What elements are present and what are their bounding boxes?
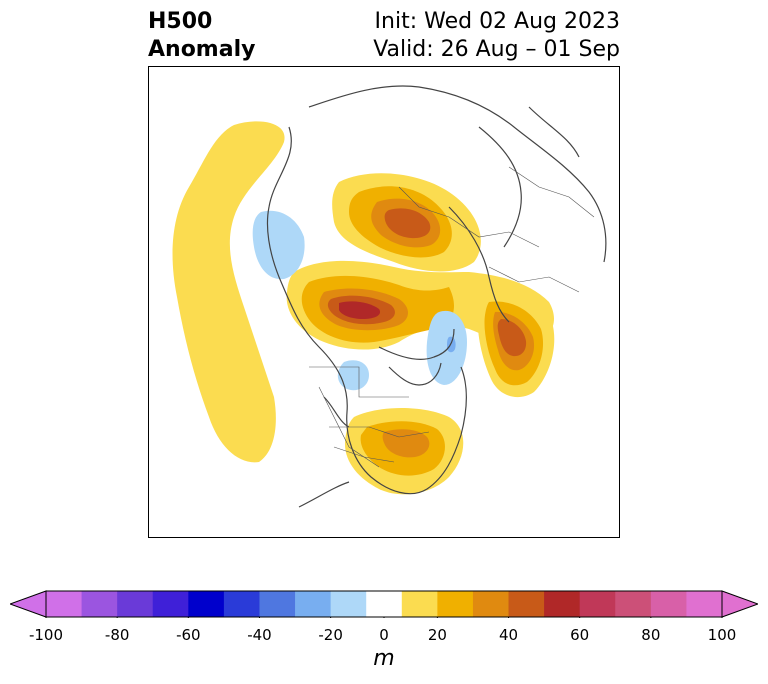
anomaly-pacific-weak-ridge <box>172 121 285 463</box>
colorbar-bin <box>650 591 687 617</box>
colorbar-bin <box>686 591 723 617</box>
date-info: Init: Wed 02 Aug 2023 Valid: 26 Aug – 01… <box>373 8 620 64</box>
border-overlay <box>309 166 595 468</box>
colorbar-tick-label: -80 <box>104 626 130 644</box>
colorbar-tick-label: -20 <box>318 626 343 644</box>
colorbar-tick-label: -40 <box>247 626 272 644</box>
colorbar-bin <box>366 591 403 617</box>
colorbar-bin <box>615 591 652 617</box>
anomaly-northeast-us-ridge <box>344 408 464 495</box>
anomaly-greenland-sea-trough <box>426 310 467 385</box>
colorbar <box>10 590 758 618</box>
anomaly-arctic-ridge <box>332 173 481 272</box>
colorbar-bin <box>472 591 510 617</box>
colorbar-bin <box>330 591 367 617</box>
colorbar-tick-label: 40 <box>498 626 519 644</box>
colorbar-bin <box>223 591 260 617</box>
colorbar-under-arrow <box>10 590 47 618</box>
colorbar-bin <box>508 591 545 617</box>
coastline-overlay <box>266 85 607 508</box>
colorbar-bin <box>295 591 332 617</box>
title-line-1: H500 <box>148 9 213 34</box>
colorbar-tick-label: 0 <box>379 626 389 644</box>
title-line-2: Anomaly <box>148 37 256 62</box>
colorbar-bin <box>544 591 581 617</box>
valid-range: Valid: 26 Aug – 01 Sep <box>373 37 620 62</box>
anomaly-east-ridge <box>477 290 555 398</box>
colorbar-bin <box>117 591 154 617</box>
colorbar-bin <box>81 591 118 617</box>
anomaly-greenland-sea-core <box>447 336 456 353</box>
colorbar-unit-label: m <box>373 646 395 671</box>
colorbar-bin <box>188 591 225 617</box>
anomaly-map <box>149 67 619 537</box>
init-date: Init: Wed 02 Aug 2023 <box>374 9 620 34</box>
anomaly-hudson-bay-trough <box>337 360 369 391</box>
colorbar-bin <box>579 591 616 617</box>
colorbar-bin <box>401 591 438 617</box>
colorbar-tick-label: 20 <box>427 626 447 644</box>
anomaly-eastern-europe-trough <box>252 210 305 280</box>
colorbar-bin <box>152 591 189 617</box>
colorbar-tick-label: -60 <box>176 626 201 644</box>
colorbar-tick-label: 80 <box>641 626 661 644</box>
colorbar-bin <box>437 591 474 617</box>
colorbar-bin <box>259 591 296 617</box>
map-panel <box>148 66 620 538</box>
colorbar-tick-label: 100 <box>707 626 737 644</box>
colorbar-over-arrow <box>721 590 758 618</box>
map-title: H500 Anomaly <box>148 8 255 64</box>
colorbar-bin <box>46 591 83 617</box>
colorbar-tick-label: 60 <box>570 626 590 644</box>
colorbar-tick-label: -100 <box>28 626 64 644</box>
